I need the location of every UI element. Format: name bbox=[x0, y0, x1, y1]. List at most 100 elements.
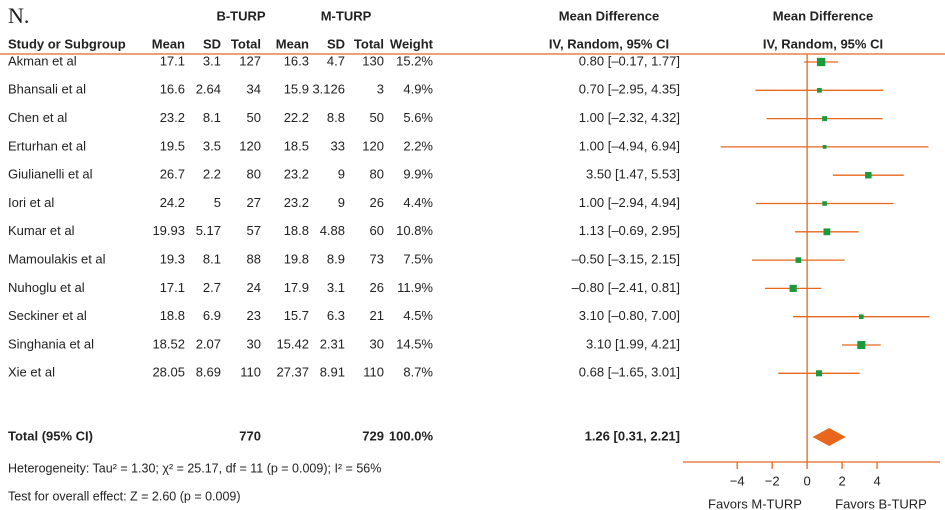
cell-m-total: 26 bbox=[370, 280, 384, 295]
cell-b-sd: 2.07 bbox=[196, 336, 221, 351]
cell-weight-label: 10.8% bbox=[396, 223, 433, 238]
cell-m-sd: 9 bbox=[338, 195, 345, 210]
cell-m-sd: 3.126 bbox=[312, 82, 345, 97]
cell-m-mean: 22.2 bbox=[284, 110, 309, 125]
cell-m-total: 60 bbox=[370, 223, 384, 238]
cell-m-mean: 23.2 bbox=[284, 195, 309, 210]
column-header: Mean bbox=[276, 36, 309, 51]
cell-b-total: 110 bbox=[240, 365, 261, 380]
cell-b-sd: 3.1 bbox=[203, 53, 221, 68]
cell-m-total: 80 bbox=[370, 167, 384, 182]
pooled-diamond bbox=[812, 428, 846, 446]
cell-m-sd: 8.8 bbox=[327, 110, 345, 125]
cell-name: Giulianelli et al bbox=[8, 167, 93, 182]
cell-md-label: 1.13 [–0.69, 2.95] bbox=[579, 223, 680, 238]
x-tick-label: −4 bbox=[730, 473, 745, 488]
cell-weight-label: 9.9% bbox=[403, 167, 433, 182]
cell-weight-label: 5.6% bbox=[403, 110, 433, 125]
group-header: B-TURP bbox=[216, 8, 265, 23]
cell-m-total: 50 bbox=[370, 110, 384, 125]
cell-m-mean: 17.9 bbox=[284, 280, 309, 295]
estimate-marker bbox=[816, 57, 826, 67]
cell-m-total: 26 bbox=[370, 195, 384, 210]
estimate-marker bbox=[815, 370, 823, 377]
cell-md-label: 0.80 [–0.17, 1.77] bbox=[579, 53, 680, 68]
cell-weight-label: 14.5% bbox=[396, 336, 433, 351]
cell-b-mean: 16.6 bbox=[160, 82, 185, 97]
cell-b-mean: 18.8 bbox=[160, 308, 185, 323]
cell-weight-label: 4.5% bbox=[403, 308, 433, 323]
cell-b-total: 80 bbox=[247, 167, 261, 182]
overall-effect: Test for overall effect: Z = 2.60 (p = 0… bbox=[8, 489, 241, 503]
x-tick-label: 0 bbox=[804, 473, 811, 488]
cell-b-sd: 5 bbox=[214, 195, 221, 210]
cell-name: Nuhoglu et al bbox=[8, 280, 85, 295]
cell-name: Akman et al bbox=[8, 53, 77, 68]
cell-b-mean: 19.5 bbox=[160, 138, 185, 153]
cell-name: Seckiner et al bbox=[8, 308, 87, 323]
cell-m-total: 120 bbox=[362, 138, 384, 153]
x-label-left: Favors M-TURP bbox=[708, 496, 802, 510]
cell-b-total: 24 bbox=[247, 280, 261, 295]
cell-md-label: 3.10 [–0.80, 7.00] bbox=[579, 308, 680, 323]
column-header: IV, Random, 95% CI bbox=[549, 36, 669, 51]
cell-b-sd: 2.2 bbox=[203, 167, 221, 182]
total-name: Total (95% CI) bbox=[8, 428, 93, 443]
cell-name: Singhania et al bbox=[8, 336, 94, 351]
cell-m-mean: 19.8 bbox=[284, 252, 309, 267]
cell-m-mean: 18.8 bbox=[284, 223, 309, 238]
column-header: SD bbox=[327, 36, 345, 51]
column-header: IV, Random, 95% CI bbox=[763, 36, 883, 51]
cell-name: Xie et al bbox=[8, 365, 55, 380]
cell-b-mean: 23.2 bbox=[160, 110, 185, 125]
cell-m-sd: 9 bbox=[338, 167, 345, 182]
cell-m-sd: 3.1 bbox=[327, 280, 345, 295]
cell-weight-label: 7.5% bbox=[403, 252, 433, 267]
total-b-total: 770 bbox=[239, 428, 261, 443]
cell-b-total: 127 bbox=[239, 53, 261, 68]
cell-b-mean: 17.1 bbox=[160, 53, 185, 68]
cell-m-sd: 4.88 bbox=[320, 223, 345, 238]
column-header: Total bbox=[231, 36, 261, 51]
cell-b-sd: 8.1 bbox=[203, 252, 221, 267]
cell-md-label: 1.00 [–2.94, 4.94] bbox=[579, 195, 680, 210]
cell-m-mean: 18.5 bbox=[284, 138, 309, 153]
estimate-marker bbox=[789, 284, 797, 292]
cell-b-sd: 2.7 bbox=[203, 280, 221, 295]
cell-name: Erturhan et al bbox=[8, 138, 86, 153]
cell-name: Mamoulakis et al bbox=[8, 252, 106, 267]
cell-m-mean: 15.9 bbox=[284, 82, 309, 97]
cell-md-label: 0.68 [–1.65, 3.01] bbox=[579, 365, 680, 380]
cell-b-mean: 24.2 bbox=[160, 195, 185, 210]
cell-b-total: 34 bbox=[247, 82, 261, 97]
estimate-marker bbox=[817, 87, 822, 93]
panel-label: N. bbox=[8, 3, 29, 28]
cell-weight-label: 4.4% bbox=[403, 195, 433, 210]
cell-b-total: 50 bbox=[247, 110, 261, 125]
cell-m-sd: 33 bbox=[331, 138, 345, 153]
cell-b-sd: 8.69 bbox=[196, 365, 221, 380]
cell-m-total: 73 bbox=[370, 252, 384, 267]
group-header: Mean Difference bbox=[559, 8, 659, 23]
cell-md-label: –0.80 [–2.41, 0.81] bbox=[572, 280, 680, 295]
column-header: Study or Subgroup bbox=[8, 36, 126, 51]
cell-m-sd: 6.3 bbox=[327, 308, 345, 323]
cell-m-sd: 4.7 bbox=[327, 53, 345, 68]
total-weight-label: 100.0% bbox=[389, 428, 434, 443]
cell-b-mean: 17.1 bbox=[160, 280, 185, 295]
estimate-marker bbox=[822, 201, 827, 206]
cell-b-mean: 28.05 bbox=[152, 365, 185, 380]
cell-name: Kumar et al bbox=[8, 223, 75, 238]
column-header: Mean bbox=[152, 36, 185, 51]
estimate-marker bbox=[822, 116, 828, 122]
column-header: Weight bbox=[390, 36, 434, 51]
cell-b-total: 88 bbox=[247, 252, 261, 267]
cell-m-mean: 16.3 bbox=[284, 53, 309, 68]
cell-b-mean: 19.93 bbox=[152, 223, 185, 238]
cell-m-sd: 2.31 bbox=[320, 336, 345, 351]
cell-md-label: 3.10 [1.99, 4.21] bbox=[586, 336, 680, 351]
cell-b-mean: 26.7 bbox=[160, 167, 185, 182]
x-label-right: Favors B-TURP bbox=[835, 496, 927, 510]
cell-m-sd: 8.91 bbox=[320, 365, 345, 380]
cell-weight-label: 2.2% bbox=[403, 138, 433, 153]
